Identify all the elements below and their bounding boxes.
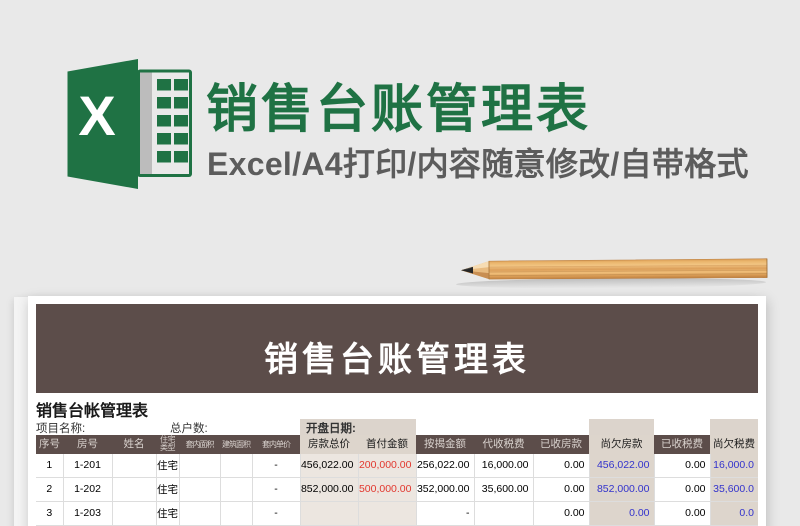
- svg-text:X: X: [78, 84, 115, 147]
